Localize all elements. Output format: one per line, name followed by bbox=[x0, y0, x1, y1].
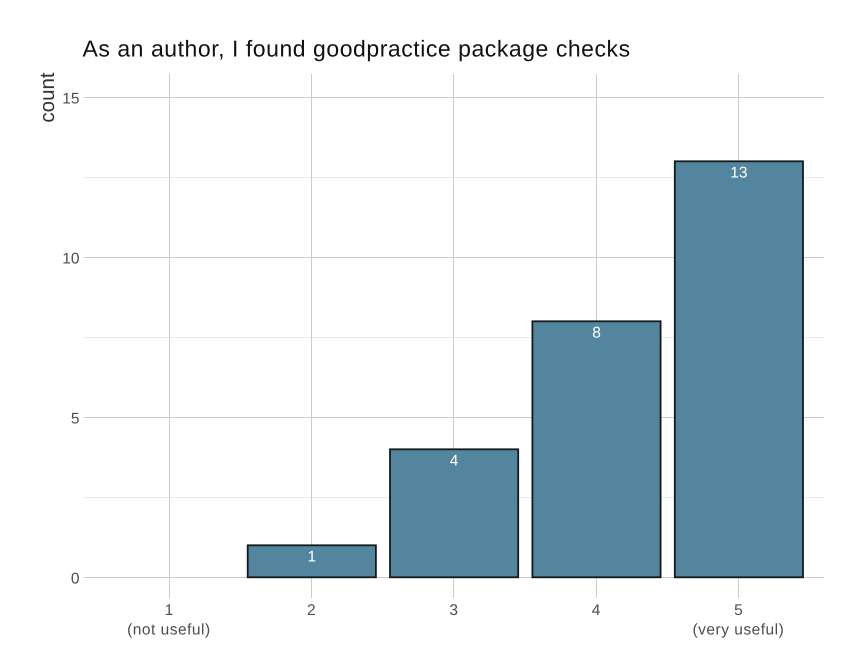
svg-text:(very useful): (very useful) bbox=[693, 622, 785, 639]
svg-text:5: 5 bbox=[71, 410, 80, 427]
svg-text:As an author, I found goodprac: As an author, I found goodpractice packa… bbox=[83, 36, 631, 62]
svg-text:13: 13 bbox=[730, 164, 747, 181]
svg-text:0: 0 bbox=[71, 570, 80, 587]
svg-text:5: 5 bbox=[734, 602, 743, 619]
svg-text:(not useful): (not useful) bbox=[127, 622, 211, 639]
svg-text:15: 15 bbox=[62, 90, 79, 107]
svg-text:8: 8 bbox=[592, 324, 601, 341]
svg-text:1: 1 bbox=[307, 548, 316, 565]
svg-text:count: count bbox=[36, 72, 59, 122]
svg-text:3: 3 bbox=[449, 602, 458, 619]
svg-text:2: 2 bbox=[307, 602, 316, 619]
svg-text:4: 4 bbox=[450, 452, 459, 469]
svg-text:1: 1 bbox=[165, 602, 174, 619]
svg-text:10: 10 bbox=[62, 250, 80, 267]
svg-text:4: 4 bbox=[592, 602, 601, 619]
